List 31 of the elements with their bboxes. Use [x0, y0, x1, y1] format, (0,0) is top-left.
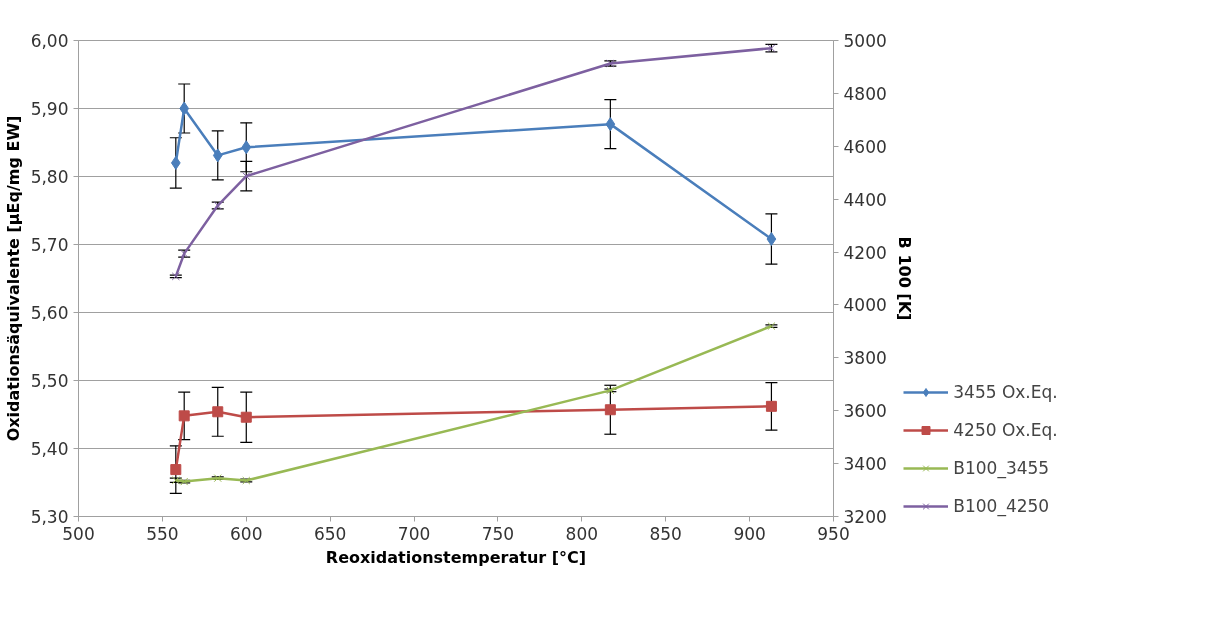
- y2-tick-label: 4400: [843, 189, 887, 210]
- legend-label: B100_3455: [953, 458, 1050, 478]
- y-tick-label: 6,00: [30, 31, 69, 51]
- y2-axis-title: B 100 [K]: [894, 236, 914, 321]
- y-tick-label: 5,40: [30, 439, 69, 459]
- y2-tick-label: 5000: [843, 31, 887, 51]
- y2-tick-label: 3400: [843, 454, 887, 475]
- x-tick-label: 600: [230, 523, 263, 544]
- y-tick-label: 5,60: [30, 303, 69, 323]
- legend-label: 4250 Ox.Eq.: [953, 420, 1058, 440]
- y2-tick-label: 3600: [843, 401, 887, 422]
- legend-label: B100_4250: [953, 496, 1050, 516]
- y-tick-label: 5,50: [30, 371, 69, 391]
- x-tick-label: 750: [481, 523, 515, 544]
- y2-tick-label: 3800: [843, 348, 887, 369]
- x-tick-label: 800: [565, 523, 599, 544]
- y-axis-title: Oxidationsäquivalente [µEq/mg EW]: [3, 115, 23, 442]
- x-axis-title: Reoxidationstemperatur [°C]: [325, 547, 587, 567]
- x-tick-label: 550: [146, 523, 179, 544]
- x-tick-label: 850: [649, 523, 682, 544]
- x-tick-label: 900: [733, 523, 766, 544]
- y2-tick-label: 4600: [843, 136, 887, 157]
- x-tick-label: 650: [313, 523, 347, 544]
- y-tick-label: 5,80: [30, 167, 69, 187]
- y-tick-label: 5,90: [30, 99, 69, 119]
- y2-tick-label: 4200: [843, 242, 887, 263]
- x-tick-label: 700: [397, 523, 431, 544]
- y2-tick-label: 4800: [843, 83, 887, 104]
- y2-tick-label: 4000: [843, 295, 887, 316]
- y-tick-label: 5,70: [30, 235, 69, 255]
- legend-label: 3455 Ox.Eq.: [953, 382, 1058, 402]
